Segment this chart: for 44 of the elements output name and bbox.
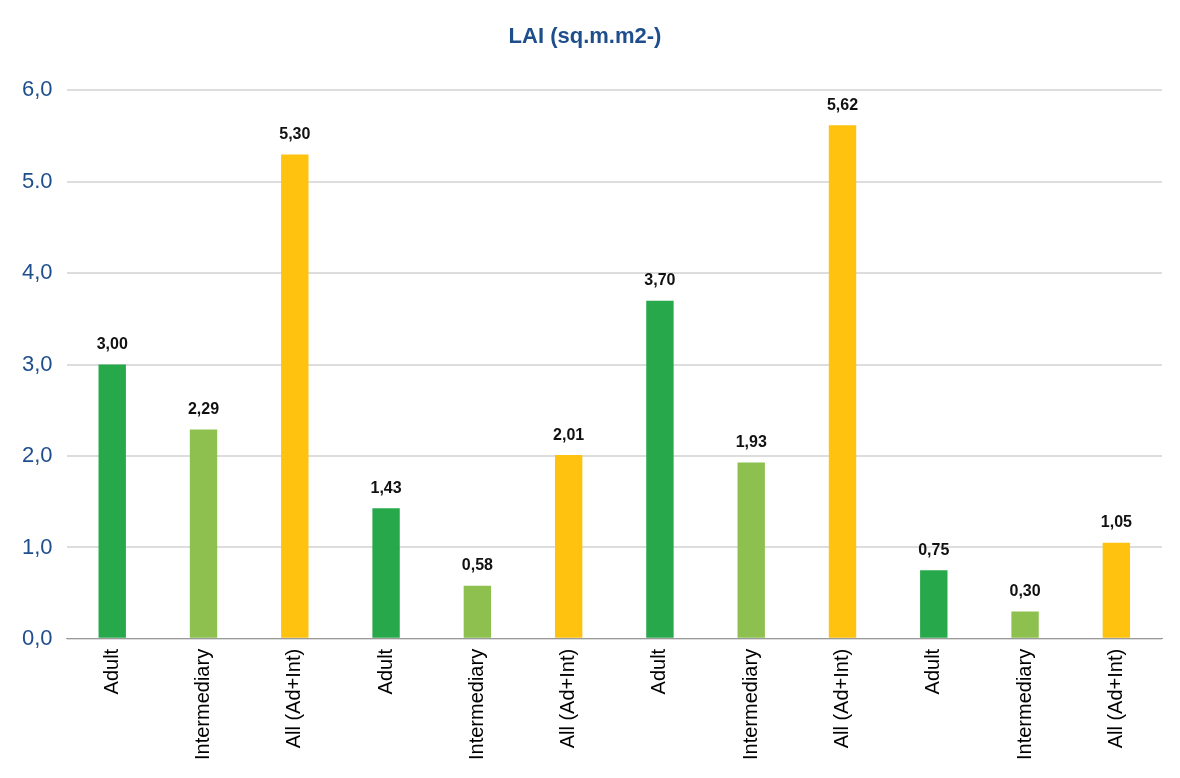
x-tick-label: All (Ad+Int) xyxy=(1103,648,1126,749)
data-label: 1,43 xyxy=(370,478,402,496)
data-label: 3,00 xyxy=(96,335,128,353)
y-tick-label: 0,0 xyxy=(21,624,53,650)
x-tick-label: Adult xyxy=(921,648,944,695)
y-tick-label: 3,0 xyxy=(21,350,53,376)
data-label: 2,29 xyxy=(187,399,220,417)
bar xyxy=(1102,542,1131,638)
data-label: 0,58 xyxy=(461,556,494,574)
bar xyxy=(1011,611,1039,638)
data-label: 3,70 xyxy=(644,271,676,289)
data-label: 0,30 xyxy=(1009,581,1041,599)
x-tick-label: All (Ad+Int) xyxy=(830,648,853,749)
y-tick-label: 6,0 xyxy=(21,76,53,102)
x-tick-label: Intermediary xyxy=(191,648,214,760)
x-tick-label: All (Ad+Int) xyxy=(282,648,305,749)
data-label: 2,01 xyxy=(553,425,585,443)
bar xyxy=(828,125,857,638)
bar xyxy=(281,154,309,638)
data-label: 1,93 xyxy=(735,432,767,450)
data-label: 5,62 xyxy=(826,95,859,113)
bar xyxy=(98,364,126,638)
x-tick-label: Adult xyxy=(373,648,396,695)
bar xyxy=(372,508,400,638)
x-tick-label: Adult xyxy=(647,648,670,695)
chart-title: LAI (sq.m.m2-) xyxy=(508,23,662,49)
bar xyxy=(737,462,765,638)
x-tick-label: Adult xyxy=(99,648,122,695)
y-tick-label: 5.0 xyxy=(21,167,53,193)
bar xyxy=(554,455,583,638)
data-label: 0,75 xyxy=(918,540,950,558)
y-tick-label: 1,0 xyxy=(21,533,53,559)
y-tick-label: 2,0 xyxy=(21,442,53,468)
bar xyxy=(646,300,674,638)
x-tick-label: Intermediary xyxy=(464,648,487,760)
x-tick-label: All (Ad+Int) xyxy=(556,648,579,749)
x-tick-label: Intermediary xyxy=(738,648,761,760)
bar xyxy=(463,585,492,638)
y-tick-label: 4,0 xyxy=(21,259,53,285)
data-label: 5,30 xyxy=(279,124,311,142)
bar xyxy=(189,429,218,638)
data-label: 1,05 xyxy=(1100,513,1133,531)
bar xyxy=(920,570,948,638)
x-tick-label: Intermediary xyxy=(1012,648,1035,760)
